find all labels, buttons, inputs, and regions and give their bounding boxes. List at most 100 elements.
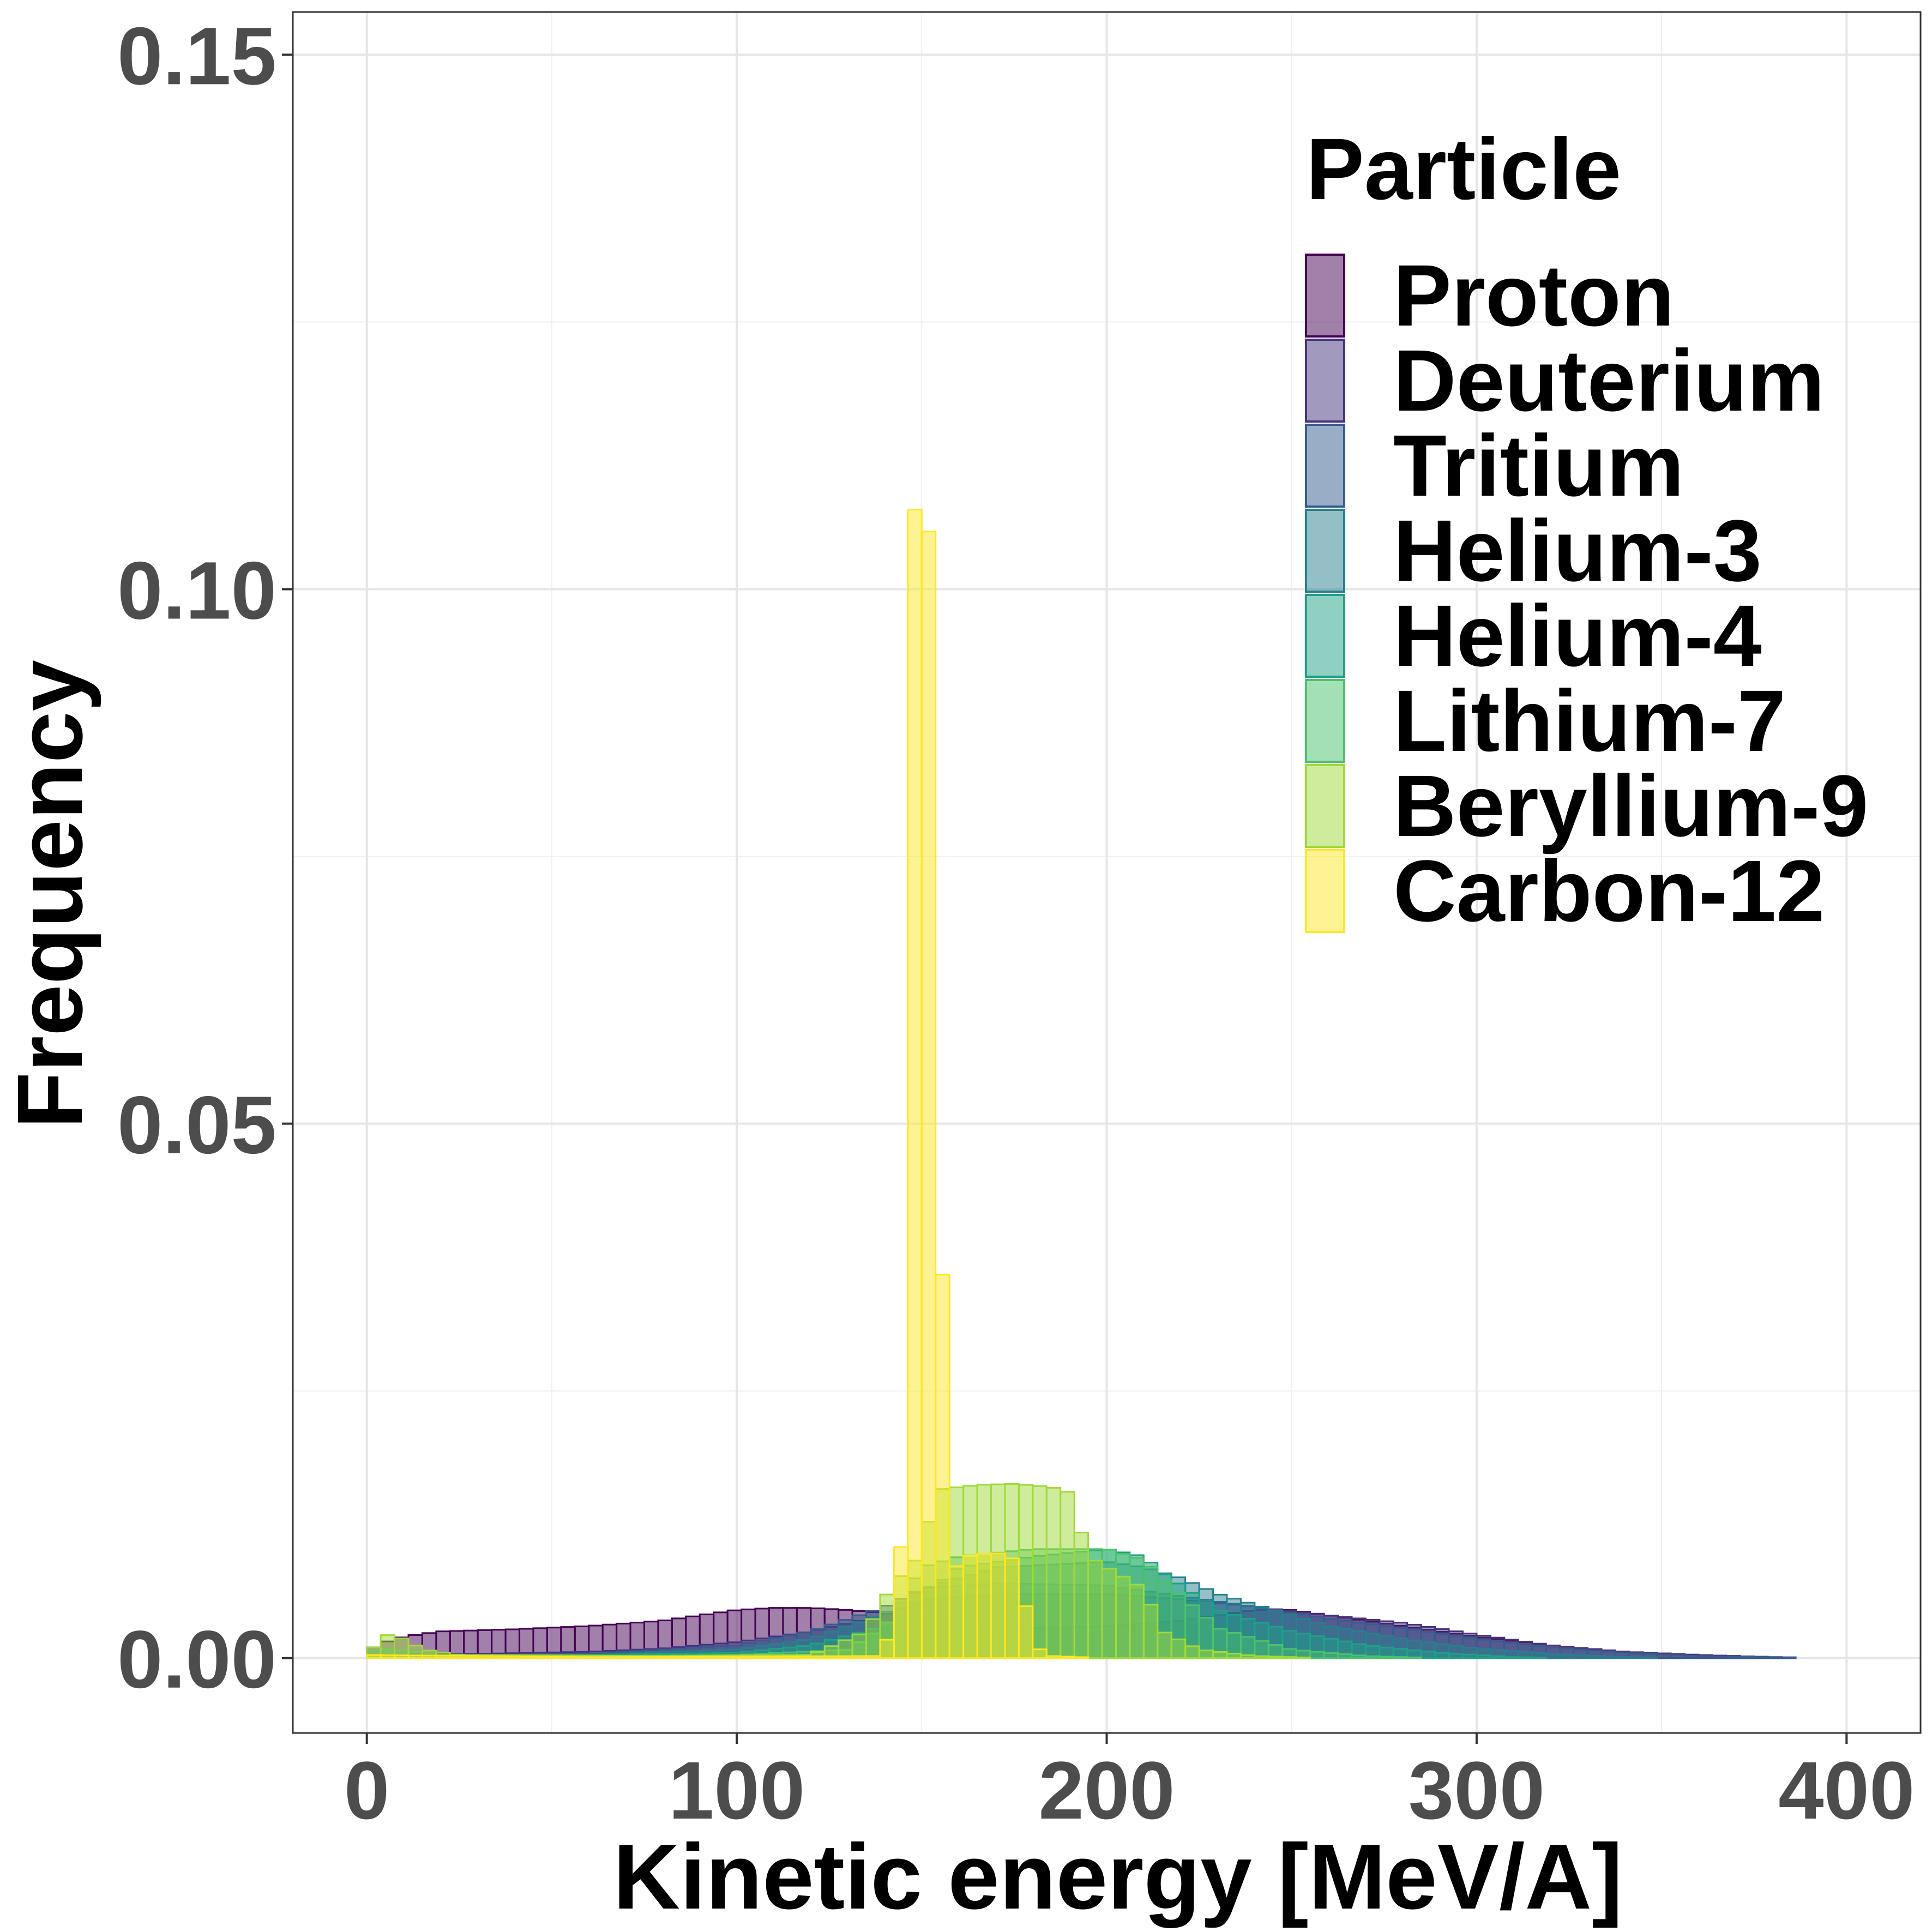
bar-beryllium-9 xyxy=(1267,1656,1284,1659)
bar-carbon-12 xyxy=(1018,1605,1034,1659)
bar-carbon-12 xyxy=(1073,1656,1090,1659)
bar-carbon-12 xyxy=(671,1656,687,1659)
bar-beryllium-9 xyxy=(1157,1632,1172,1659)
bar-beryllium-9 xyxy=(851,1633,868,1659)
bar-carbon-12 xyxy=(643,1656,659,1659)
bar-beryllium-9 xyxy=(1170,1638,1187,1659)
legend-label: Deuterium xyxy=(1393,332,1825,429)
legend-key xyxy=(1305,849,1345,933)
bar-carbon-12 xyxy=(435,1654,451,1659)
bar-tritium xyxy=(1711,1655,1728,1659)
bar-carbon-12 xyxy=(920,531,937,1659)
y-tick-label: 0.05 xyxy=(117,1079,276,1171)
bar-tritium xyxy=(1725,1656,1741,1659)
bar-beryllium-9 xyxy=(1212,1651,1228,1659)
legend-key xyxy=(1305,764,1345,848)
legend-item-deuterium: Deuterium xyxy=(1305,332,1825,429)
bar-carbon-12 xyxy=(796,1655,812,1659)
bar-carbon-12 xyxy=(907,509,923,1659)
bar-tritium xyxy=(1767,1656,1783,1659)
bar-carbon-12 xyxy=(504,1655,521,1659)
bar-helium-3 xyxy=(1573,1654,1588,1659)
bar-helium-4 xyxy=(1489,1655,1506,1659)
bar-carbon-12 xyxy=(976,1553,992,1659)
bar-carbon-12 xyxy=(1032,1648,1048,1659)
bar-tritium xyxy=(1739,1656,1755,1659)
bar-lithium-7 xyxy=(1406,1656,1422,1659)
bar-carbon-12 xyxy=(838,1655,853,1659)
bar-beryllium-9 xyxy=(1281,1656,1297,1659)
bar-helium-4 xyxy=(1448,1653,1464,1659)
bar-carbon-12 xyxy=(560,1656,576,1659)
bar-carbon-12 xyxy=(865,1655,881,1659)
legend-item-helium-4: Helium-4 xyxy=(1305,587,1762,684)
bar-carbon-12 xyxy=(588,1656,604,1659)
bar-helium-3 xyxy=(1600,1656,1616,1659)
x-tick-label: 200 xyxy=(1038,1744,1175,1836)
y-tick-label: 0.10 xyxy=(117,545,276,636)
bar-carbon-12 xyxy=(616,1656,631,1659)
y-axis-title: Frequency xyxy=(0,660,102,1129)
bar-beryllium-9 xyxy=(1032,1485,1048,1659)
bar-carbon-12 xyxy=(601,1656,618,1659)
bar-lithium-7 xyxy=(1351,1654,1367,1659)
bar-carbon-12 xyxy=(477,1655,493,1659)
bar-carbon-12 xyxy=(519,1656,534,1659)
bar-tritium xyxy=(1781,1656,1797,1659)
legend-label: Lithium-7 xyxy=(1393,672,1786,769)
bar-helium-4 xyxy=(1420,1651,1436,1659)
bar-lithium-7 xyxy=(1337,1653,1353,1659)
bar-carbon-12 xyxy=(713,1656,729,1659)
bar-helium-4 xyxy=(1476,1654,1491,1659)
bar-carbon-12 xyxy=(685,1656,701,1659)
legend-key xyxy=(1305,509,1345,593)
axis-ticks xyxy=(282,53,1848,1744)
legend-title: Particle xyxy=(1306,120,1621,218)
legend-item-beryllium-9: Beryllium-9 xyxy=(1305,757,1868,854)
bar-helium-3 xyxy=(1559,1653,1575,1659)
grid-lines xyxy=(293,12,1921,1733)
bar-carbon-12 xyxy=(407,1654,423,1659)
bar-beryllium-9 xyxy=(1254,1655,1269,1659)
legend-label: Helium-3 xyxy=(1393,502,1762,599)
legend: Particle ProtonDeuteriumTritiumHelium-3H… xyxy=(1305,120,1868,940)
bar-beryllium-9 xyxy=(1184,1645,1200,1659)
bar-carbon-12 xyxy=(741,1656,756,1659)
bar-helium-4 xyxy=(1503,1656,1519,1659)
legend-label: Carbon-12 xyxy=(1393,842,1825,940)
bar-carbon-12 xyxy=(394,1654,410,1659)
bar-beryllium-9 xyxy=(1101,1568,1117,1659)
bar-lithium-7 xyxy=(1323,1652,1339,1659)
bar-carbon-12 xyxy=(962,1555,978,1659)
bar-beryllium-9 xyxy=(1087,1560,1103,1659)
bar-beryllium-9 xyxy=(1073,1531,1090,1659)
bar-helium-4 xyxy=(1517,1656,1533,1659)
bar-carbon-12 xyxy=(893,1546,909,1659)
bar-lithium-7 xyxy=(1309,1651,1325,1659)
bar-carbon-12 xyxy=(449,1654,465,1659)
bar-carbon-12 xyxy=(851,1655,868,1659)
bar-carbon-12 xyxy=(532,1656,548,1659)
bar-carbon-12 xyxy=(1004,1557,1020,1659)
bar-carbon-12 xyxy=(879,1639,895,1659)
bar-lithium-7 xyxy=(1364,1655,1381,1659)
bar-carbon-12 xyxy=(782,1655,798,1659)
legend-key xyxy=(1305,424,1345,508)
bar-helium-3 xyxy=(1628,1656,1644,1659)
legend-item-tritium: Tritium xyxy=(1305,417,1684,514)
bar-beryllium-9 xyxy=(1239,1654,1256,1659)
bar-tritium xyxy=(1753,1656,1769,1659)
bar-carbon-12 xyxy=(657,1656,673,1659)
legend-items: ProtonDeuteriumTritiumHelium-3Helium-4Li… xyxy=(1305,246,1868,940)
legend-item-helium-3: Helium-3 xyxy=(1305,502,1762,599)
legend-key xyxy=(1305,254,1345,338)
legend-label: Helium-4 xyxy=(1393,587,1762,684)
tick-labels: 0 100 200 300 400 0.00 0.05 0.10 0.15 xyxy=(117,10,1915,1836)
bar-carbon-12 xyxy=(1060,1656,1075,1659)
bar-beryllium-9 xyxy=(1198,1650,1214,1659)
bar-beryllium-9 xyxy=(1295,1656,1311,1659)
bar-beryllium-9 xyxy=(1045,1486,1062,1659)
bar-tritium xyxy=(1670,1654,1686,1659)
bar-helium-3 xyxy=(1545,1653,1561,1659)
legend-item-lithium-7: Lithium-7 xyxy=(1305,672,1786,769)
